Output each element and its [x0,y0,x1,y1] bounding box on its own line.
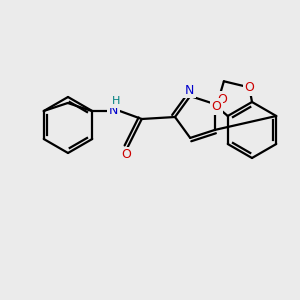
Text: N: N [184,84,194,97]
Text: O: O [121,148,131,161]
Text: N: N [109,103,119,116]
Text: H: H [112,96,120,106]
Text: O: O [217,93,227,106]
Text: O: O [212,100,221,113]
Text: O: O [244,81,254,94]
